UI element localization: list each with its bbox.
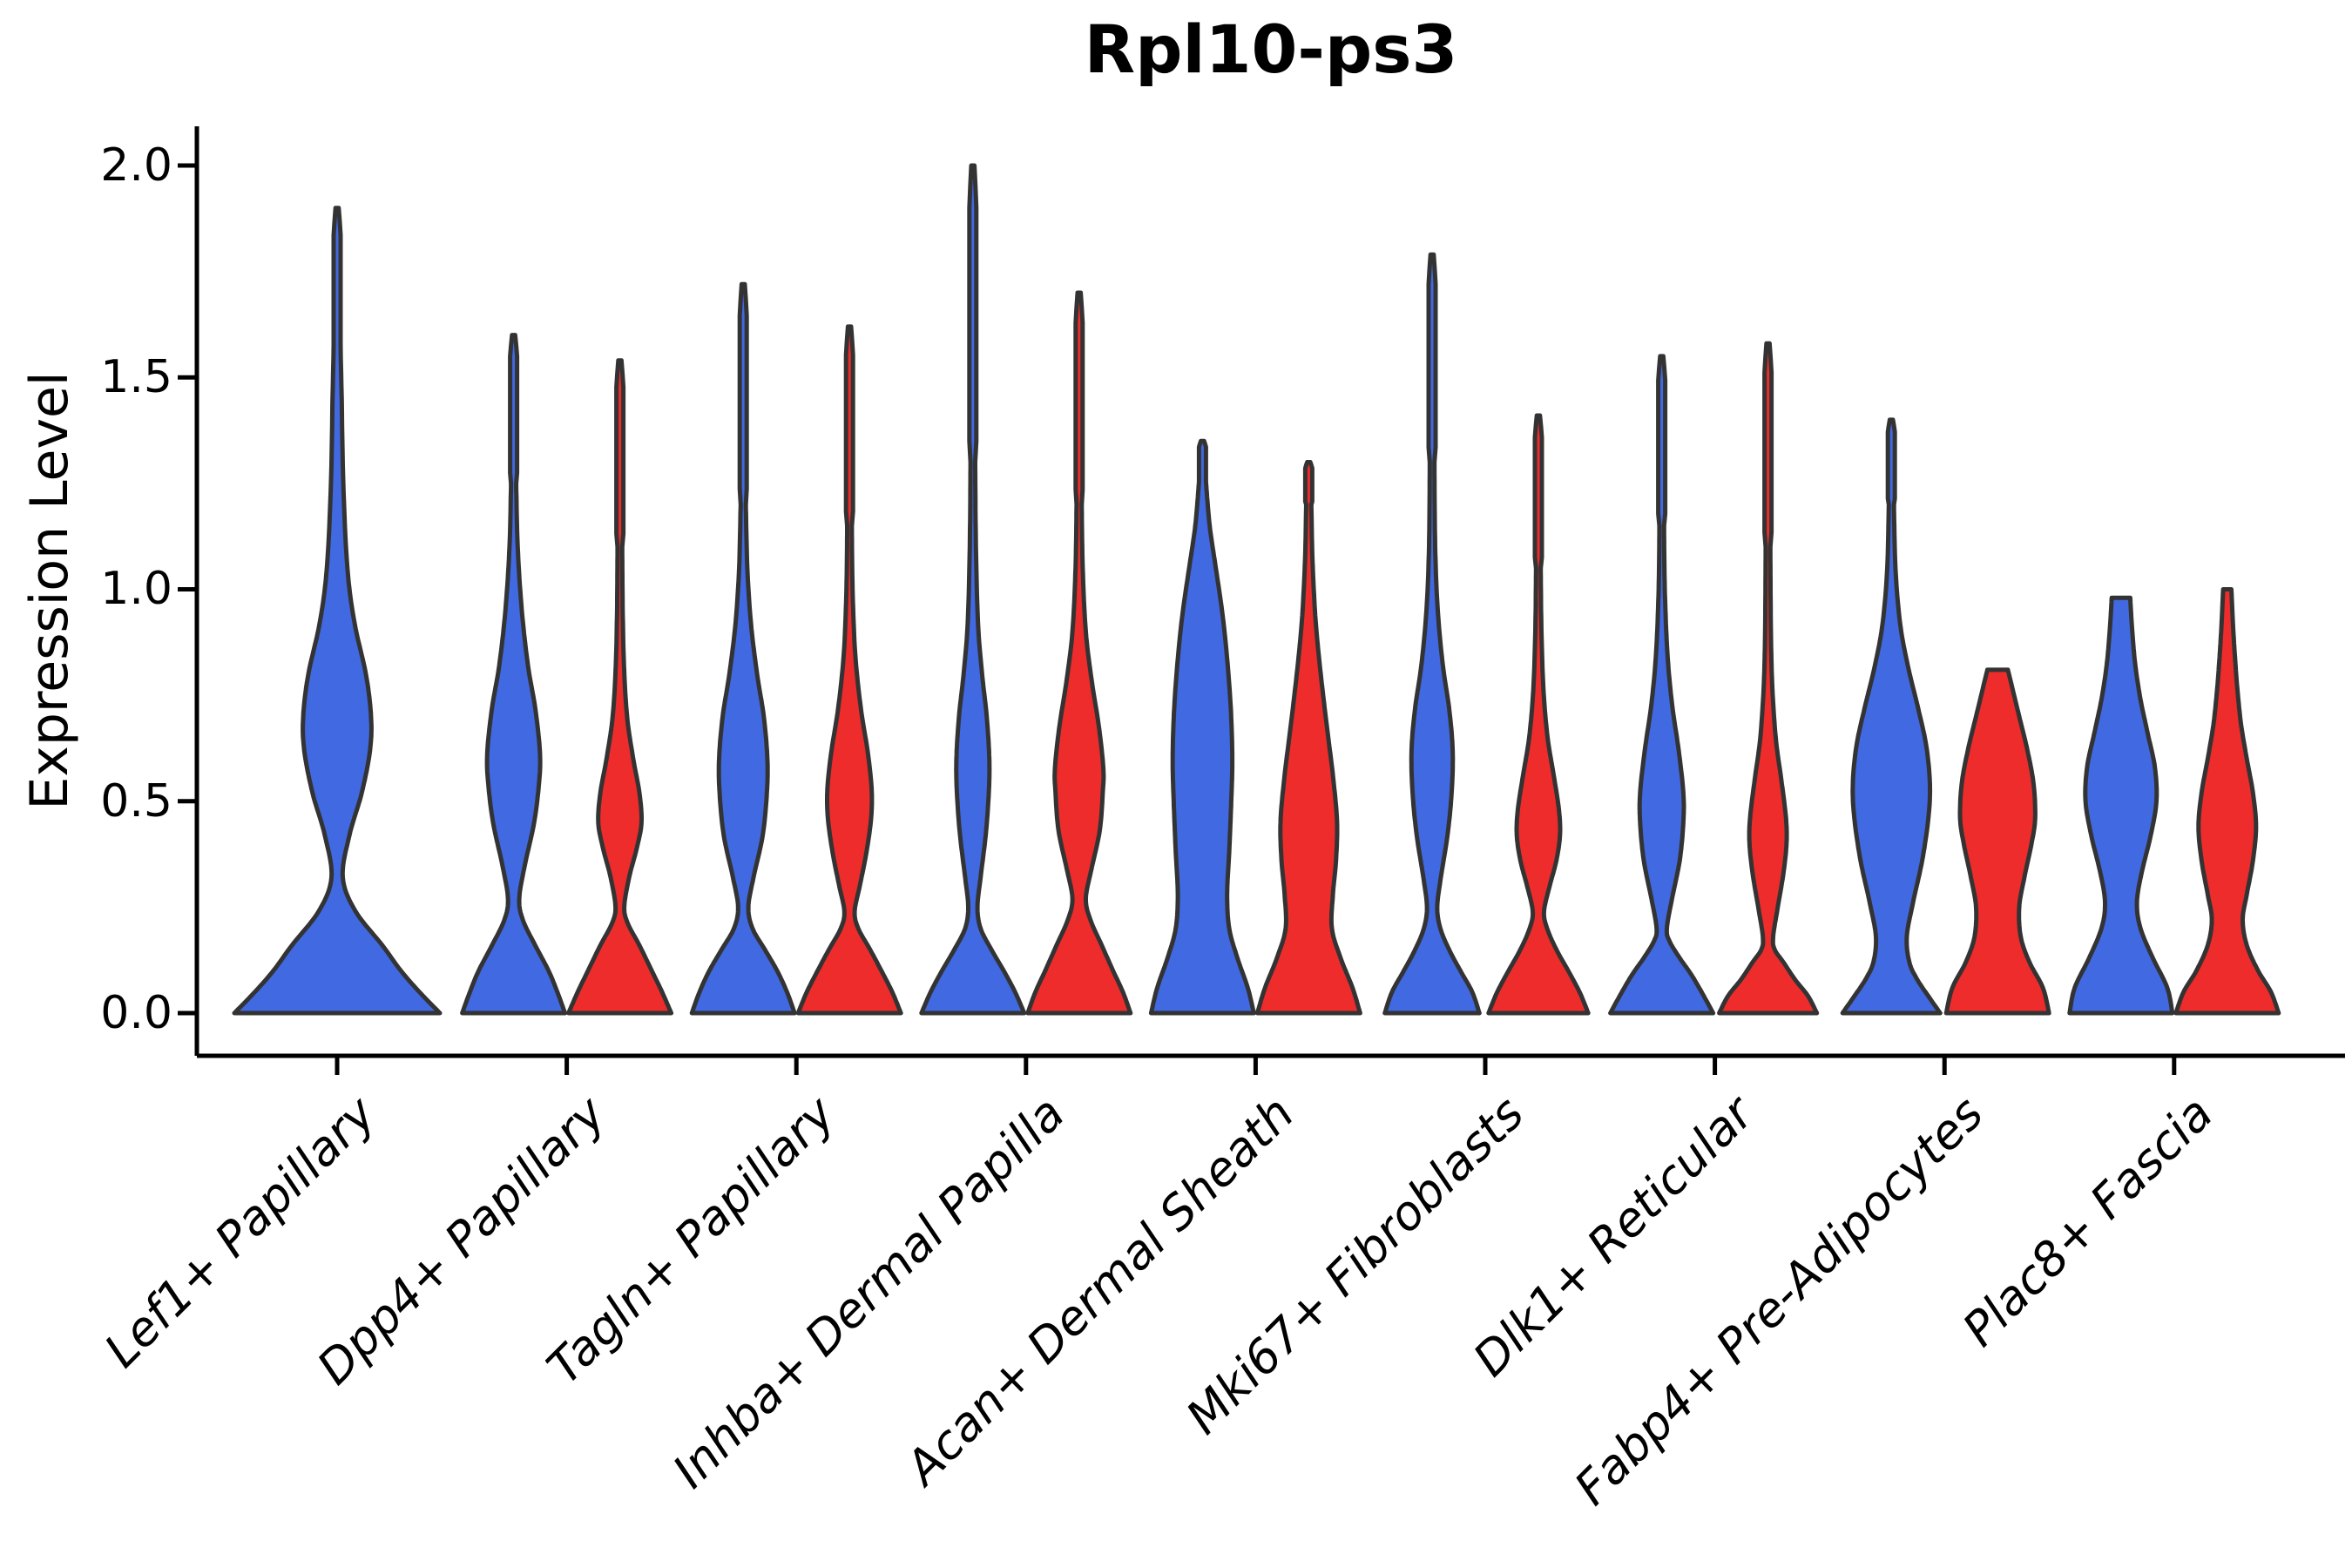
violin-dpp4-papillary-blue [460, 333, 568, 1016]
y-tick-label-1.5: 1.5 [100, 351, 172, 403]
y-tick-label-0.5: 0.5 [100, 775, 172, 828]
violin-fabp4-pre-adipocytes-red [1943, 667, 2051, 1016]
violin-plac8-fascia-red [2173, 587, 2281, 1016]
violin-inhba-dermal-papilla-red [1025, 290, 1133, 1016]
violin-lef1-papillary-blue [232, 206, 443, 1016]
violin-mki67-fibroblasts-blue [1382, 252, 1482, 1016]
y-tick-label-1.0: 1.0 [100, 563, 172, 615]
chart-title: Rpl10-ps3 [1084, 10, 1458, 88]
violin-plac8-fascia-blue [2067, 595, 2175, 1016]
violin-mki67-fibroblasts-red [1486, 413, 1591, 1016]
violin-acan-dermal-sheath-red [1254, 460, 1362, 1016]
violin-dlk1-reticular-blue [1608, 354, 1716, 1016]
violin-dpp4-papillary-red [566, 358, 674, 1016]
violin-fabp4-pre-adipocytes-blue [1840, 417, 1943, 1016]
violin-dlk1-reticular-red [1717, 341, 1820, 1016]
violin-inhba-dermal-papilla-blue [919, 163, 1027, 1016]
y-tick-label-0.0: 0.0 [100, 987, 172, 1039]
violin-tagln-papillary-blue [689, 281, 797, 1016]
violin-acan-dermal-sheath-blue [1148, 438, 1256, 1016]
y-tick-label-2.0: 2.0 [100, 139, 172, 192]
violin-tagln-papillary-red [795, 324, 903, 1016]
